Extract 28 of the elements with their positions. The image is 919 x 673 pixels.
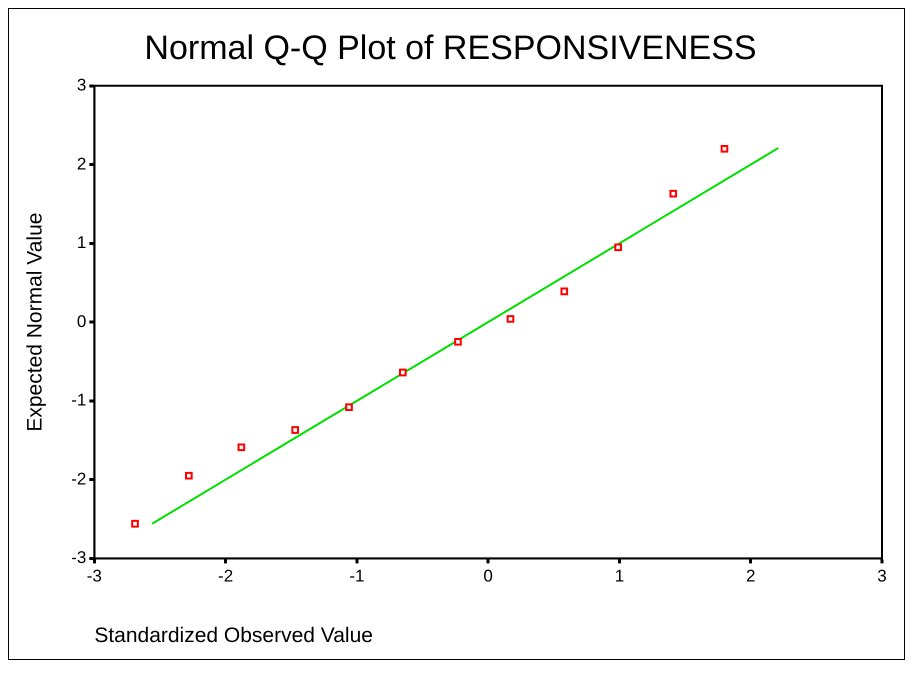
x-tick-label: -2: [218, 566, 234, 586]
point: [454, 338, 462, 346]
point: [345, 403, 353, 411]
point: [131, 520, 139, 528]
x-tick-label: 0: [483, 566, 493, 586]
point: [560, 288, 568, 296]
point: [238, 444, 246, 452]
y-tick-label: 1: [76, 233, 86, 252]
y-axis-title: Expected Normal Value: [23, 212, 46, 432]
point: [185, 472, 193, 480]
point: [614, 243, 622, 252]
point: [398, 368, 407, 376]
y-tick-label: -3: [71, 548, 86, 568]
point: [669, 190, 678, 198]
x-tick-label: -1: [349, 566, 364, 586]
y-tick-label: -2: [71, 469, 86, 488]
chart-title: Normal Q-Q Plot of RESPONSIVENESS: [144, 28, 757, 67]
point: [720, 144, 728, 153]
point: [506, 315, 514, 323]
y-tick-label: -1: [71, 390, 86, 410]
y-tick-label: 3: [76, 75, 86, 94]
point: [291, 426, 300, 434]
x-tick-label: 3: [877, 566, 887, 586]
x-tick-label: 2: [746, 566, 756, 586]
y-tick-label: 0: [76, 312, 86, 331]
x-axis-title: Standardized Observed Value: [94, 624, 373, 648]
y-tick-label: 2: [76, 154, 86, 174]
x-tick-label: 1: [614, 566, 624, 586]
